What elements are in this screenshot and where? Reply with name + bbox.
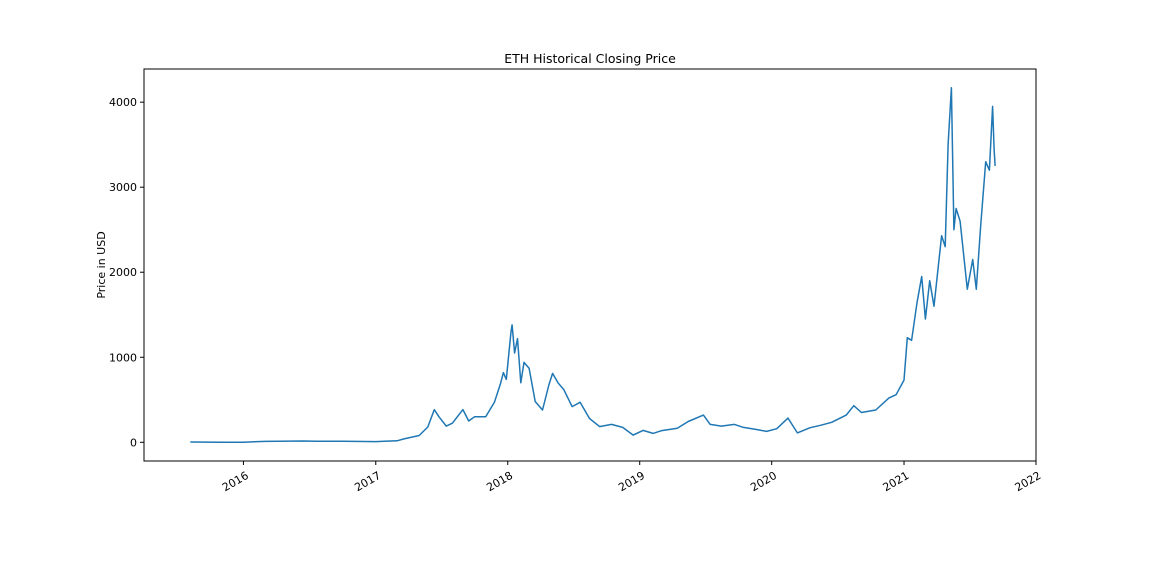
eth-price-line — [190, 86, 996, 443]
y-tick-label: 2000 — [109, 266, 137, 279]
x-tick-label: 2020 — [748, 469, 779, 494]
y-axis-label: Price in USD — [95, 231, 108, 298]
x-axis-ticks: 2016 2017 2018 2019 2020 2021 2022 — [220, 461, 1043, 494]
x-tick-label: 2019 — [616, 469, 647, 494]
x-tick-label: 2017 — [352, 469, 383, 494]
y-tick-label: 0 — [130, 436, 137, 449]
y-tick-label: 4000 — [109, 96, 137, 109]
y-tick-label: 3000 — [109, 181, 137, 194]
y-axis-ticks: 0 1000 2000 3000 4000 — [109, 96, 144, 449]
x-tick-label: 2021 — [881, 469, 912, 494]
chart-title: ETH Historical Closing Price — [504, 51, 676, 66]
x-tick-label: 2022 — [1013, 469, 1044, 494]
plot-area — [143, 68, 1037, 462]
x-tick-label: 2016 — [220, 469, 251, 494]
x-tick-label: 2018 — [484, 469, 515, 494]
y-tick-label: 1000 — [109, 351, 137, 364]
